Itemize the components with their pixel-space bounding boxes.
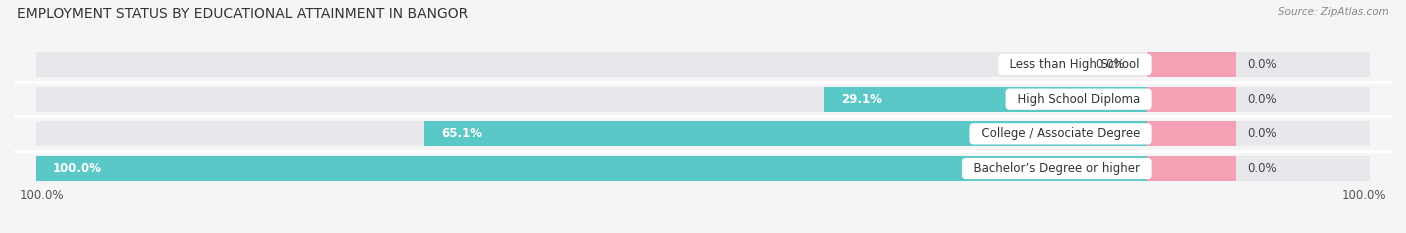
Bar (37, 87, 1369, 112)
Bar (37, 156, 1147, 181)
Text: 100.0%: 100.0% (1341, 189, 1386, 202)
Text: 0.0%: 0.0% (1247, 127, 1277, 140)
Bar (37, 121, 1369, 146)
Bar (1147, 87, 1236, 112)
Bar (37, 52, 1369, 77)
Text: 0.0%: 0.0% (1247, 58, 1277, 71)
Bar (1147, 156, 1236, 181)
Bar (37, 156, 1369, 181)
Text: 100.0%: 100.0% (53, 162, 101, 175)
Text: 29.1%: 29.1% (841, 93, 882, 106)
Text: EMPLOYMENT STATUS BY EDUCATIONAL ATTAINMENT IN BANGOR: EMPLOYMENT STATUS BY EDUCATIONAL ATTAINM… (17, 7, 468, 21)
Text: 0.0%: 0.0% (1247, 162, 1277, 175)
Text: 0.0%: 0.0% (1095, 58, 1125, 71)
Text: 65.1%: 65.1% (440, 127, 482, 140)
Bar (1147, 121, 1236, 146)
Text: 100.0%: 100.0% (20, 189, 65, 202)
Text: Less than High School: Less than High School (1002, 58, 1147, 71)
Bar (1147, 52, 1236, 77)
Bar (425, 121, 1147, 146)
Text: High School Diploma: High School Diploma (1010, 93, 1147, 106)
Text: Bachelor’s Degree or higher: Bachelor’s Degree or higher (966, 162, 1147, 175)
Text: Source: ZipAtlas.com: Source: ZipAtlas.com (1278, 7, 1389, 17)
Text: 0.0%: 0.0% (1247, 93, 1277, 106)
Bar (824, 87, 1147, 112)
Text: College / Associate Degree: College / Associate Degree (973, 127, 1147, 140)
